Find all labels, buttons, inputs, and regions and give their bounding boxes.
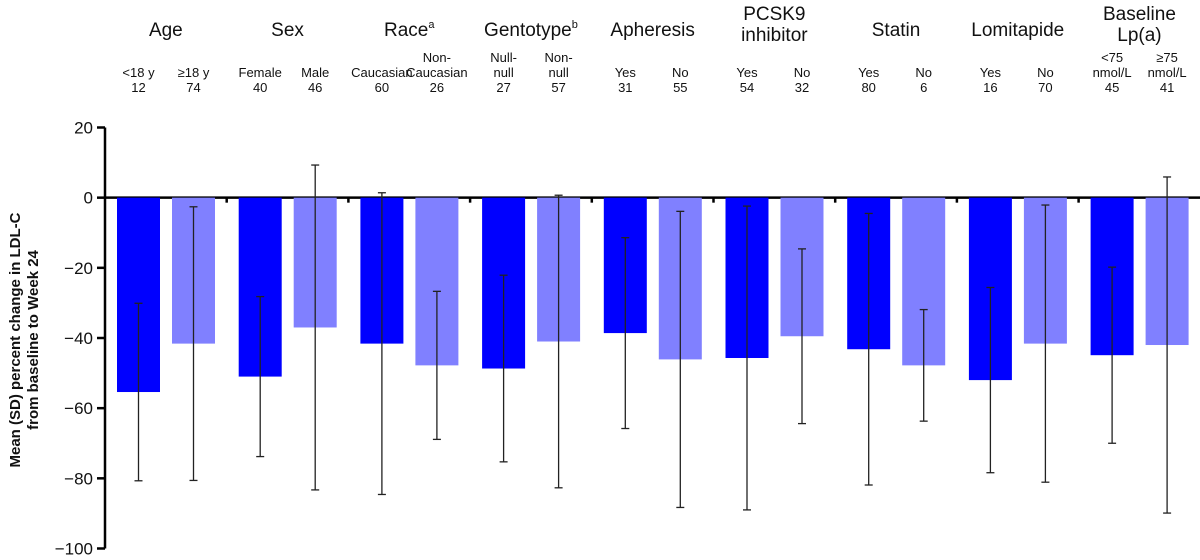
- subgroup-label: <75: [1101, 50, 1123, 65]
- subgroup-label: Yes: [858, 65, 880, 80]
- subgroup-label: nmol/L: [1093, 65, 1132, 80]
- subgroup-label: null: [548, 65, 568, 80]
- subgroup-label: No: [672, 65, 689, 80]
- subgroup-n: 40: [253, 80, 267, 95]
- footnote-marker: a: [428, 19, 435, 31]
- group-title: Gentotypeb: [484, 19, 578, 41]
- subgroup-n: 45: [1105, 80, 1119, 95]
- subgroup-n: 27: [496, 80, 510, 95]
- y-tick-label: 0: [84, 189, 93, 208]
- group-title: Baseline: [1103, 4, 1176, 25]
- subgroup-label: Yes: [736, 65, 758, 80]
- subgroup-label: nmol/L: [1148, 65, 1187, 80]
- subgroup-n: 31: [618, 80, 632, 95]
- y-tick-label: −20: [64, 259, 93, 278]
- group-title: Lp(a): [1117, 25, 1161, 46]
- group-title: Racea: [384, 19, 435, 41]
- group-title: inhibitor: [741, 25, 808, 46]
- subgroup-label: Non-: [423, 50, 451, 65]
- bars: [117, 164, 1189, 514]
- subgroup-label: No: [915, 65, 932, 80]
- subgroup-n: 41: [1160, 80, 1174, 95]
- subgroup-label: Female: [239, 65, 282, 80]
- y-tick-label: −80: [64, 469, 93, 488]
- subgroup-label: Yes: [615, 65, 637, 80]
- group-title: PCSK9: [743, 4, 805, 25]
- subgroup-n: 12: [131, 80, 145, 95]
- y-tick-label: −40: [64, 329, 93, 348]
- axes: 20 0 −20 −40 −60 −80 −100: [55, 119, 1200, 559]
- subgroup-label: ≥18 y: [178, 65, 210, 80]
- subgroup-label: Caucasian: [406, 65, 467, 80]
- y-tick-label: −60: [64, 399, 93, 418]
- footnote-marker: b: [572, 19, 578, 31]
- subgroup-label: ≥75: [1156, 50, 1178, 65]
- subgroup-n: 70: [1038, 80, 1052, 95]
- subgroup-label: null: [493, 65, 513, 80]
- subgroup-label: Non-: [545, 50, 573, 65]
- subgroup-n: 6: [920, 80, 927, 95]
- subgroup-n: 60: [375, 80, 389, 95]
- y-axis-label: Mean (SD) percent change in LDL-C from b…: [7, 212, 42, 467]
- y-tick-label: −100: [55, 540, 93, 559]
- group-title: Statin: [872, 20, 921, 41]
- subgroup-label: No: [1037, 65, 1054, 80]
- group-title: Sex: [271, 20, 304, 41]
- subgroup-label: Yes: [980, 65, 1002, 80]
- subgroup-n: 46: [308, 80, 322, 95]
- group-title: Apheresis: [610, 20, 695, 41]
- subgroup-n: 74: [186, 80, 200, 95]
- y-axis-label-line-1: Mean (SD) percent change in LDL-C: [7, 212, 24, 467]
- subgroup-label: No: [794, 65, 811, 80]
- subgroup-n: 32: [795, 80, 809, 95]
- group-title: Age: [149, 20, 183, 41]
- subgroup-n: 16: [983, 80, 997, 95]
- subgroup-n: 54: [740, 80, 754, 95]
- subgroup-n: 26: [430, 80, 444, 95]
- subgroup-label: Null-: [490, 50, 517, 65]
- subgroup-n: 55: [673, 80, 687, 95]
- subgroup-label: <18 y: [122, 65, 155, 80]
- y-tick-label: 20: [74, 119, 93, 138]
- subgroup-n: 57: [551, 80, 565, 95]
- group-title: Lomitapide: [971, 20, 1064, 41]
- y-axis-label-line-2: from baseline to Week 24: [25, 249, 42, 429]
- subgroup-n: 80: [861, 80, 875, 95]
- subgroup-label: Caucasian: [351, 65, 412, 80]
- subgroup-label: Male: [301, 65, 329, 80]
